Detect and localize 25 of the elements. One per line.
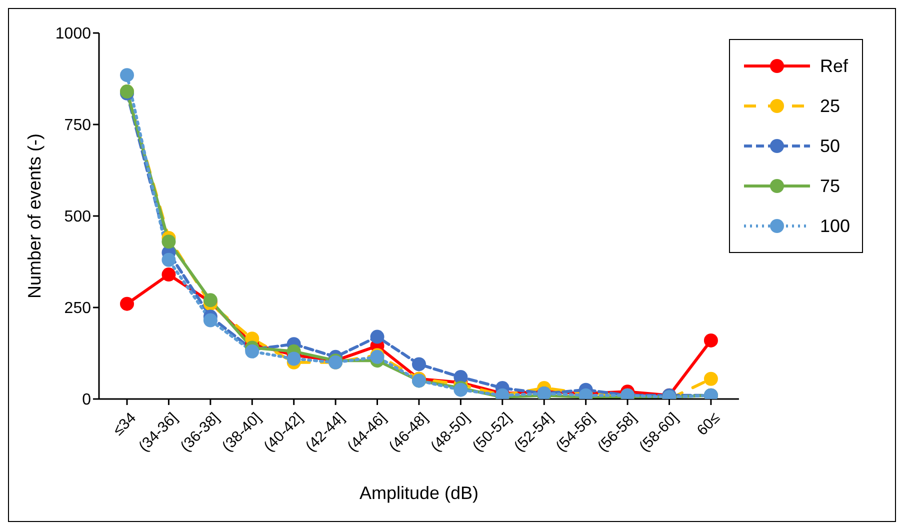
y-tick-label: 0	[82, 392, 92, 409]
point	[120, 296, 134, 311]
point	[412, 357, 426, 372]
point	[162, 252, 176, 267]
legend-label: 75	[820, 176, 840, 196]
legend-label: 25	[820, 96, 840, 116]
point	[162, 234, 176, 249]
y-tick-label: 250	[64, 300, 92, 318]
y-axis-title: Number of events (-)	[24, 133, 44, 299]
point	[120, 68, 134, 82]
point	[286, 352, 301, 366]
y-tick-label: 1000	[55, 26, 92, 43]
x-tick-label: 60≤	[694, 409, 724, 440]
y-tick-label: 500	[64, 208, 92, 226]
legend-label: Ref	[820, 56, 848, 76]
point	[704, 333, 718, 348]
x-axis-title: Amplitude (dB)	[359, 483, 479, 503]
point	[162, 268, 176, 282]
y-tick-label: 750	[64, 117, 92, 134]
legend-label: 50	[820, 136, 840, 156]
point	[370, 330, 384, 344]
point	[203, 313, 218, 328]
x-tick-label: ≤34	[110, 409, 140, 440]
point	[704, 372, 718, 386]
legend-label: 100	[820, 216, 850, 236]
